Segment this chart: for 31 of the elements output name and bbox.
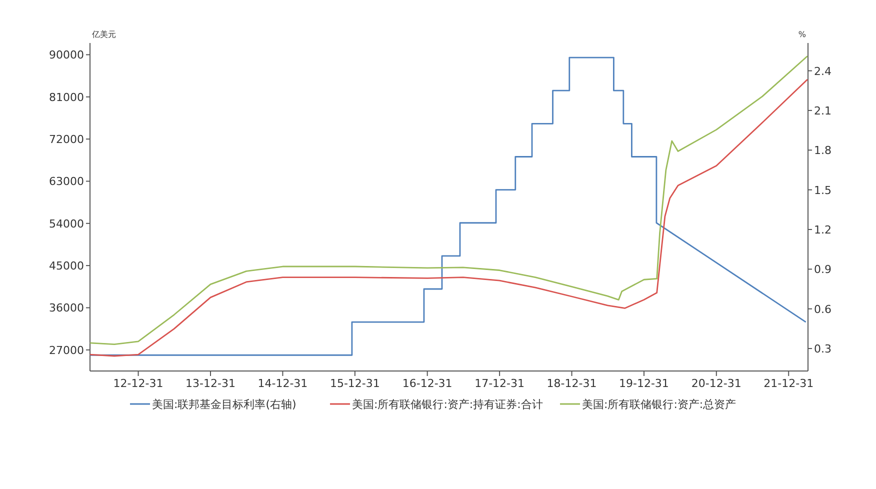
y2tick: 1.8 xyxy=(814,144,832,158)
ytick: 27000 xyxy=(49,344,84,357)
ytick: 81000 xyxy=(49,90,84,104)
ytick: 63000 xyxy=(49,175,84,188)
y2tick: 0.9 xyxy=(814,263,832,276)
ytick: 36000 xyxy=(49,302,84,315)
ytick: 54000 xyxy=(49,217,84,230)
xtick: 14-12-31 xyxy=(258,377,308,390)
ytick: 45000 xyxy=(49,260,84,273)
xtick: 18-12-31 xyxy=(546,377,597,390)
legend-item: 美国:所有联储银行:资产:总资产 xyxy=(582,398,736,411)
ylabel: 亿美元 xyxy=(92,30,116,39)
xtick: 16-12-31 xyxy=(402,377,452,390)
xtick: 15-12-31 xyxy=(330,377,380,390)
y2tick: 0.6 xyxy=(814,302,832,316)
xtick: 19-12-31 xyxy=(619,377,669,390)
ytick: 72000 xyxy=(49,133,84,146)
xtick: 13-12-31 xyxy=(186,377,236,390)
xtick: 17-12-31 xyxy=(474,377,525,390)
y2tick: 0.3 xyxy=(814,342,832,356)
y2tick: 2.4 xyxy=(814,64,832,78)
xtick: 21-12-31 xyxy=(764,377,814,390)
xtick: 12-12-31 xyxy=(113,377,164,390)
ytick: 90000 xyxy=(49,48,84,62)
y2tick: 1.2 xyxy=(814,223,832,236)
y2tick: 1.5 xyxy=(814,184,832,197)
legend-item: 美国:所有联储银行:资产:持有证券:合计 xyxy=(352,398,543,411)
legend-item: 美国:联邦基金目标利率(右轴) xyxy=(152,398,296,411)
y2label: % xyxy=(798,30,806,39)
y2tick: 2.1 xyxy=(814,104,832,118)
xtick: 20-12-31 xyxy=(691,377,742,390)
